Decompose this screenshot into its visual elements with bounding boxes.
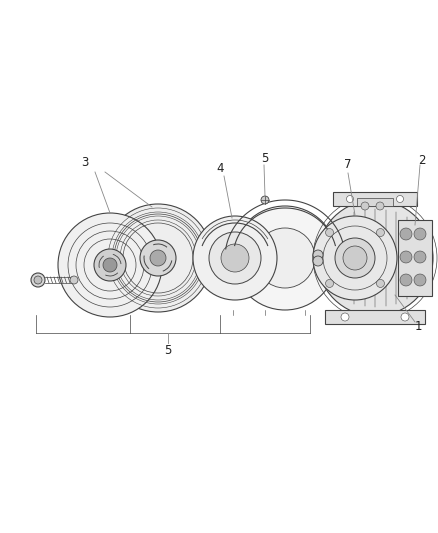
Circle shape: [221, 244, 249, 272]
Circle shape: [94, 249, 126, 281]
Circle shape: [361, 202, 369, 210]
Circle shape: [414, 251, 426, 263]
Circle shape: [58, 213, 162, 317]
Circle shape: [318, 261, 332, 275]
Circle shape: [343, 246, 367, 270]
Circle shape: [104, 204, 212, 312]
Circle shape: [317, 200, 433, 316]
Circle shape: [150, 250, 166, 266]
Circle shape: [376, 229, 385, 237]
Text: 2: 2: [418, 154, 426, 166]
Circle shape: [193, 216, 277, 300]
Circle shape: [313, 250, 323, 260]
Bar: [333, 192, 417, 206]
Circle shape: [376, 279, 385, 287]
Circle shape: [325, 279, 334, 287]
Circle shape: [400, 228, 412, 240]
Circle shape: [103, 258, 117, 272]
Text: 4: 4: [216, 161, 224, 174]
Bar: [398, 220, 432, 296]
Circle shape: [400, 274, 412, 286]
Circle shape: [400, 251, 412, 263]
Circle shape: [313, 256, 323, 266]
Text: 3: 3: [81, 157, 88, 169]
Circle shape: [325, 229, 334, 237]
Circle shape: [70, 276, 78, 284]
Circle shape: [233, 206, 337, 310]
Circle shape: [261, 196, 269, 204]
Circle shape: [318, 241, 332, 255]
Circle shape: [31, 273, 45, 287]
Text: 5: 5: [164, 344, 172, 358]
Bar: [325, 310, 425, 324]
Bar: [357, 198, 393, 206]
Circle shape: [313, 216, 397, 300]
Text: 1: 1: [414, 319, 422, 333]
Circle shape: [401, 313, 409, 321]
Circle shape: [209, 232, 261, 284]
Text: 5: 5: [261, 151, 268, 165]
Circle shape: [335, 238, 375, 278]
Circle shape: [140, 240, 176, 276]
Circle shape: [255, 228, 315, 288]
Text: 7: 7: [344, 158, 352, 172]
Circle shape: [330, 251, 344, 265]
Circle shape: [376, 202, 384, 210]
Circle shape: [414, 274, 426, 286]
Circle shape: [346, 196, 353, 203]
Circle shape: [341, 313, 349, 321]
Circle shape: [396, 196, 403, 203]
Circle shape: [34, 276, 42, 284]
Circle shape: [414, 228, 426, 240]
